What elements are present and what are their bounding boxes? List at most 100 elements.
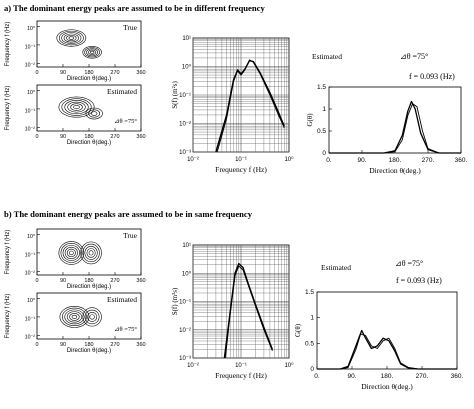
- b-directional-xlabel: Direction θ(deg.): [361, 382, 413, 391]
- a-spectrum-ytick-label: 10⁰: [182, 64, 192, 71]
- a-est-panel-label: Estimated: [107, 87, 137, 96]
- a-true-xtick-label: 180: [84, 70, 93, 76]
- b-true-contour-line: [86, 248, 96, 258]
- a-true-panel-frame: [36, 20, 142, 68]
- a-true-contour-line: [84, 47, 100, 58]
- a-true-ylabel: Frequency f (Hz): [5, 22, 11, 67]
- b-est-contour-line: [89, 314, 95, 320]
- a-spectrum-ytick-label: 10⁻²: [179, 122, 191, 128]
- b-dir-legend-text: Estimated: [321, 263, 351, 272]
- a-dir-legend-text: Estimated: [312, 52, 342, 61]
- b-est-contour-line: [59, 306, 90, 328]
- a-true-contour-line: [89, 50, 95, 54]
- a-directional-ytick-label: 0: [322, 150, 326, 157]
- b-spectrum-xtick-label: 10⁰: [284, 362, 294, 369]
- b-est-contour-line: [71, 314, 78, 319]
- b-true-contour-line: [58, 241, 85, 265]
- a-true-contour-line: [58, 30, 84, 46]
- a-est-contour-line: [64, 100, 89, 115]
- section-b-title: b) The dominant energy peaks are assumed…: [4, 209, 253, 219]
- b-est-xtick-label: 270: [110, 342, 119, 348]
- b-est-xtick-label: 90: [60, 342, 66, 348]
- a-directional-ylabel: G(θ): [306, 113, 314, 127]
- a-true-contour-line: [86, 48, 99, 57]
- b-true-ytick-label: 10⁻¹: [25, 252, 36, 258]
- b-true-contour-line: [80, 241, 102, 265]
- b-true-contour-line: [84, 245, 98, 260]
- b-directional-frame: [316, 291, 458, 370]
- b-est-contour-line: [87, 312, 98, 322]
- b-true-xlabel: Direction θ(deg.): [67, 284, 111, 290]
- b-directional-series-line: [317, 329, 457, 370]
- b-directional-ytick-label: 0.5: [305, 340, 314, 347]
- a-true-contour-line: [61, 32, 82, 44]
- a-true-ytick-label: 10⁰: [27, 26, 35, 32]
- b-est-contour-group: [59, 306, 102, 328]
- b-spectrum-xtick-label: 10⁻²: [187, 363, 199, 369]
- a-est-xtick-label: 0: [35, 134, 38, 140]
- a-directional-xlabel: Direction θ(deg.): [369, 166, 421, 175]
- a-true-contour-line: [88, 49, 97, 55]
- a-true-contour-line: [63, 33, 79, 43]
- b-directional-ytick-label: 1.5: [305, 289, 314, 296]
- b-est-ytick-label: 10⁻¹: [25, 316, 36, 322]
- a-directional-xtick-label: 270.: [422, 157, 435, 164]
- a-spectrum-ytick-label: 10⁻³: [179, 150, 191, 156]
- a-spectrum-xtick-label: 10⁰: [284, 156, 294, 163]
- a-spectrum-xtick-label: 10⁻²: [187, 157, 199, 163]
- b-spectrum-xlabel: Frequency f (Hz): [215, 371, 267, 380]
- a-directional-ytick-label: 1: [322, 106, 326, 113]
- a-true-xtick-label: 90: [60, 70, 66, 76]
- b-true-contour-line: [68, 250, 74, 256]
- b-spectrum-ytick-label: 10⁰: [182, 270, 192, 277]
- b-est-contour-line: [64, 309, 85, 325]
- b-true-contour-line: [82, 243, 100, 263]
- b-true-contour-line: [64, 246, 78, 259]
- b-est-ylabel: Frequency f (Hz): [5, 294, 11, 339]
- a-true-contour-group: [56, 29, 102, 59]
- b-true-contour-line: [88, 250, 94, 256]
- b-true-xtick-label: 90: [60, 278, 66, 284]
- a-est-xtick-label: 360: [136, 134, 145, 140]
- b-spectrum-ylabel: S(f) (m²s): [171, 287, 179, 315]
- a-true-contour-line: [66, 34, 77, 42]
- b-est-xlabel: Direction θ(deg.): [67, 348, 111, 354]
- a-est-panel-frame: [36, 84, 142, 132]
- b-true-contour-line: [66, 248, 76, 258]
- a-est-xtick-label: 180: [84, 134, 93, 140]
- a-est-contour-line: [91, 111, 98, 116]
- b-true-xtick-label: 0: [35, 278, 38, 284]
- a-true-xtick-label: 270: [110, 70, 119, 76]
- a-est-contour-line: [85, 107, 103, 120]
- b-directional-ylabel: G(θ): [294, 323, 302, 337]
- b-true-xtick-label: 360: [136, 278, 145, 284]
- section-a-title: a) The dominant energy peaks are assumed…: [4, 3, 265, 13]
- a-true-panel-label: True: [123, 23, 138, 32]
- a-est-ytick-label: 10⁰: [27, 90, 35, 96]
- b-est-contour-line: [82, 307, 102, 327]
- b-est-panel-label: Estimated: [107, 295, 137, 304]
- b-directional-ytick-label: 1: [310, 315, 314, 322]
- a-dir-freq-annot: f = 0.093 (Hz): [409, 72, 455, 81]
- a-true-contour-line: [82, 45, 102, 59]
- a-directional-xtick-label: 90.: [357, 157, 366, 164]
- a-true-contour-line: [56, 29, 87, 47]
- b-directional-ytick-label: 0: [310, 366, 314, 373]
- b-true-xtick-label: 180: [84, 278, 93, 284]
- a-directional-series-line: [329, 100, 461, 154]
- a-directional-series-line: [329, 103, 461, 154]
- a-true-ytick-label: 10⁻²: [25, 63, 36, 69]
- b-est-ytick-label: 10⁻²: [25, 335, 36, 341]
- a-est-contour-line: [61, 98, 92, 116]
- a-spectrum-ytick-label: 10⁻¹: [179, 93, 191, 99]
- a-dir-theta-annot: ⊿θ =75°: [400, 52, 428, 61]
- b-true-ylabel: Frequency f (Hz): [5, 230, 11, 275]
- b-est-contour-line: [69, 313, 80, 321]
- a-directional-ytick-label: 1.5: [317, 84, 326, 91]
- b-true-panel-label: True: [123, 231, 138, 240]
- b-true-contour-line: [60, 243, 83, 263]
- a-directional-xtick-label: 180.: [389, 157, 402, 164]
- b-spectrum-series-line: [224, 265, 273, 359]
- b-spectrum-ytick-label: 10⁻³: [179, 356, 191, 362]
